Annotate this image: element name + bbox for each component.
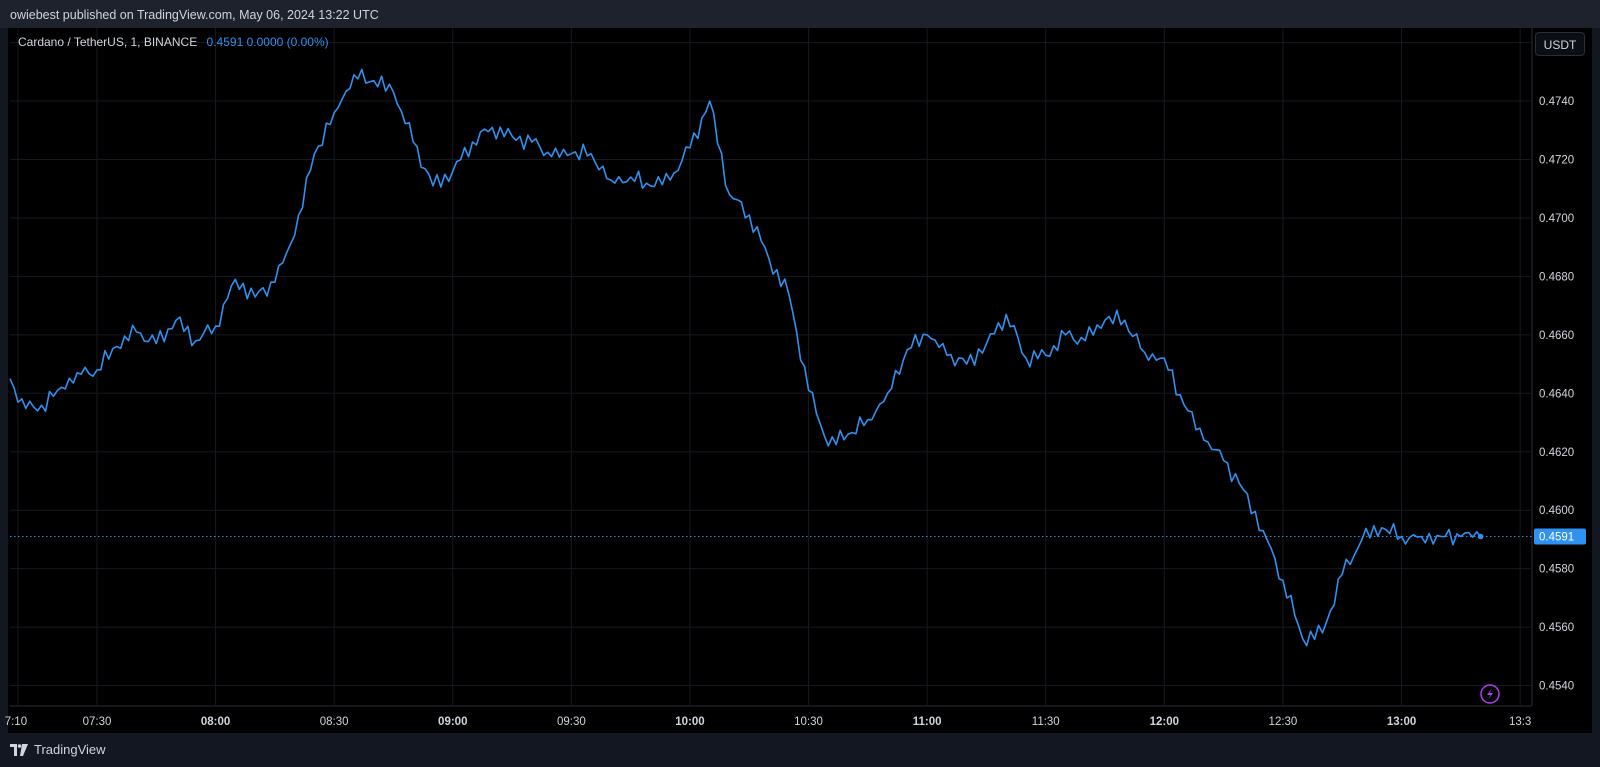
- last-price-dot: [1477, 533, 1484, 540]
- price-tick-label: 0.4600: [1539, 505, 1574, 517]
- price-line: [9, 68, 1482, 647]
- legend-symbol: Cardano / TetherUS, 1, BINANCE: [18, 35, 198, 49]
- publish-line: owiebest published on TradingView.com, M…: [10, 8, 379, 22]
- last-price-tag-label: 0.4591: [1539, 532, 1574, 544]
- price-tick-label: 0.4580: [1539, 564, 1574, 576]
- time-tick-label: 08:30: [320, 716, 349, 728]
- time-tick-label: 12:00: [1150, 716, 1179, 728]
- time-tick-label: 11:30: [1032, 716, 1060, 728]
- footer: TradingView: [0, 733, 1600, 767]
- price-tick-label: 0.4660: [1539, 330, 1574, 342]
- chart-legend: Cardano / TetherUS, 1, BINANCE 0.4591 0.…: [18, 35, 329, 49]
- price-tick-label: 0.4720: [1539, 155, 1574, 167]
- price-tick-label: 0.4540: [1539, 681, 1574, 693]
- tradingview-logo-icon: [10, 743, 28, 756]
- time-tick-label: 07:30: [83, 716, 112, 728]
- price-series: [9, 68, 1482, 647]
- price-tick-label: 0.4560: [1539, 622, 1574, 634]
- price-axis: 0.47600.47400.47200.47000.46800.46600.46…: [1539, 38, 1574, 693]
- time-tick-label: 09:30: [557, 716, 586, 728]
- time-tick-label: 7:10: [5, 716, 27, 728]
- price-tick-label: 0.4640: [1539, 388, 1574, 400]
- price-tick-label: 0.4740: [1539, 96, 1574, 108]
- lightning-icon[interactable]: [1480, 684, 1500, 704]
- price-tick-label: 0.4620: [1539, 447, 1574, 459]
- time-tick-label: 13:3: [1509, 716, 1531, 728]
- time-tick-label: 10:00: [675, 716, 704, 728]
- time-tick-label: 09:00: [438, 716, 467, 728]
- chart-grid: [10, 28, 1533, 707]
- time-tick-label: 12:30: [1269, 716, 1298, 728]
- time-tick-label: 08:00: [201, 716, 230, 728]
- time-tick-label: 10:30: [794, 716, 823, 728]
- price-tick-label: 0.4700: [1539, 213, 1574, 225]
- currency-unit-button[interactable]: USDT: [1535, 32, 1585, 56]
- tradingview-brand[interactable]: TradingView: [10, 742, 106, 757]
- time-tick-label: 11:00: [913, 716, 942, 728]
- time-tick-label: 13:00: [1387, 716, 1416, 728]
- last-price-tag: [1534, 528, 1586, 545]
- legend-value: 0.4591 0.0000 (0.00%): [206, 35, 329, 49]
- price-tick-label: 0.4680: [1539, 271, 1574, 283]
- time-axis: 7:10 07:30 08:00 08:30 09:00 09:30 10:00 10:30 1…: [5, 716, 1532, 728]
- publish-bar: owiebest published on TradingView.com, M…: [0, 0, 1600, 28]
- brand-label: TradingView: [34, 742, 106, 757]
- last-price-marker: 0.4591: [10, 528, 1586, 545]
